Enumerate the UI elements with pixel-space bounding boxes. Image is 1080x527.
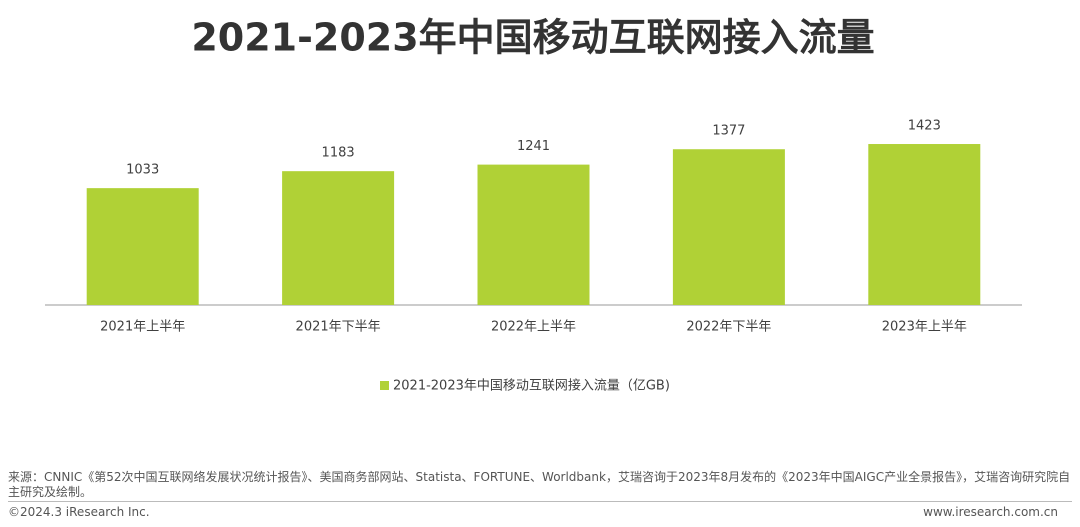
bar <box>477 164 590 305</box>
legend-label: 2021-2023年中国移动互联网接入流量（亿GB) <box>393 378 670 394</box>
value-label: 1033 <box>126 163 159 178</box>
value-label: 1423 <box>908 119 941 134</box>
bar <box>86 188 199 305</box>
value-label: 1241 <box>517 139 550 154</box>
bar <box>282 171 395 305</box>
x-tick-label: 2023年上半年 <box>882 320 967 335</box>
chart: 2021-2023年中国移动互联网接入流量 2021年上半年 2021年下半年 20… <box>45 16 1022 394</box>
value-label: 1377 <box>712 124 745 139</box>
divider <box>8 501 1072 502</box>
source-note: 来源：CNNIC《第52次中国互联网络发展状况统计报告》、美国商务部网站、Sta… <box>8 470 1071 499</box>
value-label: 1183 <box>322 146 355 161</box>
x-tick-label: 2022年下半年 <box>686 320 771 335</box>
bar <box>672 149 785 305</box>
bar <box>868 144 981 305</box>
x-tick-label: 2021年上半年 <box>100 320 185 335</box>
website: www.iresearch.com.cn <box>923 505 1058 519</box>
legend-swatch <box>380 381 389 390</box>
chart-title: 2021-2023年中国移动互联网接入流量 <box>191 16 874 60</box>
x-tick-label: 2022年上半年 <box>491 320 576 335</box>
copyright: ©2024.3 iResearch Inc. <box>8 505 150 519</box>
x-tick-label: 2021年下半年 <box>296 320 381 335</box>
